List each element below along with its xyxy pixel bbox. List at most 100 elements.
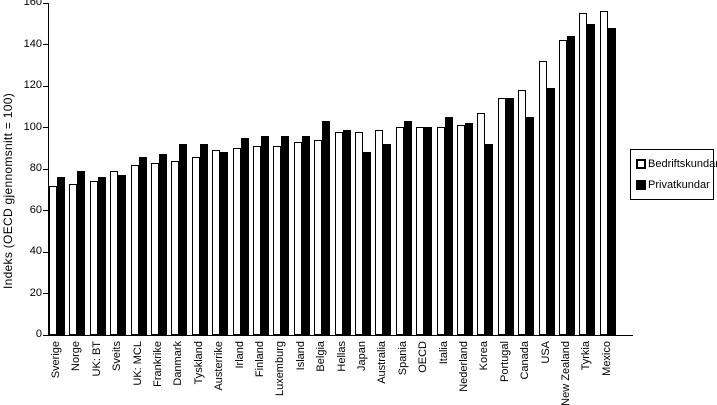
x-axis-label-tyrkia: Tyrkia (580, 341, 593, 371)
bar-bedriftskundar-danmark (171, 161, 180, 335)
bar-bedriftskundar-usa (538, 61, 547, 335)
x-axis-label-korea: Korea (478, 341, 491, 371)
bar-bedriftskundar-new-zealand (559, 40, 567, 335)
bar-privatkundar-hellas (342, 130, 351, 335)
x-axis-label-norge: Norge (70, 341, 83, 371)
y-tick-60 (43, 210, 48, 211)
plot-area: 0 20 40 60 80 100 120 140 160 (24, 0, 633, 340)
bar-bedriftskundar-nederland (457, 125, 465, 335)
bar-privatkundar-australia (383, 144, 392, 335)
bar-privatkundar-korea (485, 144, 494, 335)
legend-item-privatkundar: Privatkundar (636, 179, 710, 191)
bar-bedriftskundar-oecd (416, 127, 425, 335)
bar-privatkundar-nederland (465, 123, 473, 335)
y-tick-140 (43, 44, 48, 45)
x-axis-label-austerrike: Austerrike (213, 341, 226, 391)
x-axis-label-uk-mcl: UK: MCL (131, 341, 144, 386)
bar-bedriftskundar-finland (253, 146, 261, 335)
y-tick-label: 40 (29, 245, 42, 257)
bar-bedriftskundar-sveits (110, 171, 119, 335)
bar-bedriftskundar-canada (518, 90, 527, 335)
bar-bedriftskundar-norge (69, 184, 78, 335)
bar-bedriftskundar-uk-mcl (130, 165, 139, 335)
x-axis-labels: Sverige Norge UK: BT Sveits UK: MCL Frankrike… (48, 341, 632, 405)
bar-bedriftskundar-sverige (49, 186, 57, 335)
x-axis-label-portugal: Portugal (498, 341, 511, 382)
x-axis-label-irland: Irland (233, 341, 246, 369)
bar-privatkundar-norge (77, 171, 86, 335)
y-tick-label: 60 (29, 203, 42, 216)
x-axis-label-sveits: Sveits (111, 341, 124, 371)
x-axis-label-belgia: Belgia (315, 341, 328, 372)
x-axis-label-hellas: Hellas (335, 341, 348, 372)
bar-privatkundar-danmark (179, 144, 188, 335)
bar-privatkundar-tyrkia (587, 24, 596, 335)
bar-bedriftskundar-frankrike (151, 163, 159, 335)
y-tick-0 (43, 334, 48, 336)
x-axis-label-nederland: Nederland (458, 341, 470, 392)
legend-item-bedriftskundar: Bedriftskundar (636, 158, 717, 170)
bar-bedriftskundar-portugal (497, 98, 506, 335)
bar-privatkundar-irland (240, 138, 249, 335)
y-tick-160 (43, 2, 48, 4)
bar-bedriftskundar-australia (375, 130, 384, 335)
y-tick-120 (43, 85, 48, 87)
black-square-swatch-icon (636, 180, 646, 190)
x-axis-label-mexico: Mexico (600, 341, 613, 376)
bar-privatkundar-usa (546, 88, 555, 335)
y-tick-label: 20 (29, 286, 42, 299)
bar-privatkundar-tyskland (199, 144, 208, 335)
bar-bedriftskundar-uk-bt (89, 181, 98, 335)
bar-bedriftskundar-tyrkia (579, 13, 588, 335)
bar-privatkundar-canada (526, 117, 535, 335)
bar-bedriftskundar-italia (436, 127, 445, 335)
x-axis-label-danmark: Danmark (172, 341, 185, 386)
bar-privatkundar-sverige (57, 177, 65, 335)
bar-bedriftskundar-japan (355, 132, 363, 335)
bar-privatkundar-new-zealand (567, 36, 575, 335)
bar-privatkundar-belgia (322, 121, 331, 335)
legend-label: Bedriftskundar (648, 158, 717, 170)
x-axis-label-canada: Canada (519, 341, 532, 380)
bar-bedriftskundar-korea (477, 113, 486, 335)
bar-privatkundar-island (301, 136, 310, 335)
y-tick-label: 120 (23, 79, 42, 91)
bar-privatkundar-sveits (118, 175, 127, 335)
x-axis-label-usa: USA (539, 341, 552, 364)
x-axis-label-sverige: Sverige (50, 341, 62, 379)
legend-label: Privatkundar (648, 179, 710, 191)
bar-privatkundar-austerrike (220, 152, 229, 335)
x-axis-label-finland: Finland (254, 341, 266, 378)
x-axis-label-island: Island (294, 341, 307, 371)
bar-bedriftskundar-spania (395, 127, 404, 335)
x-axis-label-tyskland: Tyskland (192, 341, 205, 385)
bar-bedriftskundar-tyskland (191, 157, 200, 335)
x-axis-label-japan: Japan (356, 341, 368, 371)
bar-privatkundar-uk-mcl (138, 157, 147, 335)
bar-privatkundar-luxemburg (281, 136, 290, 335)
bar-bedriftskundar-island (293, 142, 302, 335)
x-axis-label-italia: Italia (437, 341, 450, 365)
y-tick-label: 140 (23, 37, 42, 50)
bar-privatkundar-oecd (424, 127, 433, 335)
bar-bedriftskundar-irland (232, 148, 241, 335)
bar-privatkundar-italia (444, 117, 453, 335)
x-axis-label-uk-bt: UK: BT (90, 341, 103, 377)
bar-privatkundar-finland (261, 136, 269, 335)
bar-bedriftskundar-mexico (599, 11, 608, 335)
x-axis-label-luxemburg: Luxemburg (274, 341, 287, 397)
y-tick-label: 0 (35, 328, 42, 340)
bar-privatkundar-portugal (505, 98, 514, 335)
y-tick-label: 80 (29, 162, 42, 174)
bar-privatkundar-mexico (607, 28, 616, 335)
y-tick-20 (43, 293, 48, 294)
x-axis-label-frankrike: Frankrike (152, 341, 164, 387)
bar-bedriftskundar-belgia (314, 140, 323, 335)
y-tick-label: 160 (23, 0, 42, 8)
bar-bedriftskundar-austerrike (212, 150, 221, 335)
bar-bedriftskundar-luxemburg (273, 146, 282, 335)
x-axis-label-australia: Australia (376, 341, 389, 384)
x-axis-label-new-zealand: New Zealand (560, 341, 572, 405)
bar-privatkundar-frankrike (159, 154, 167, 335)
bar-privatkundar-uk-bt (97, 177, 106, 335)
